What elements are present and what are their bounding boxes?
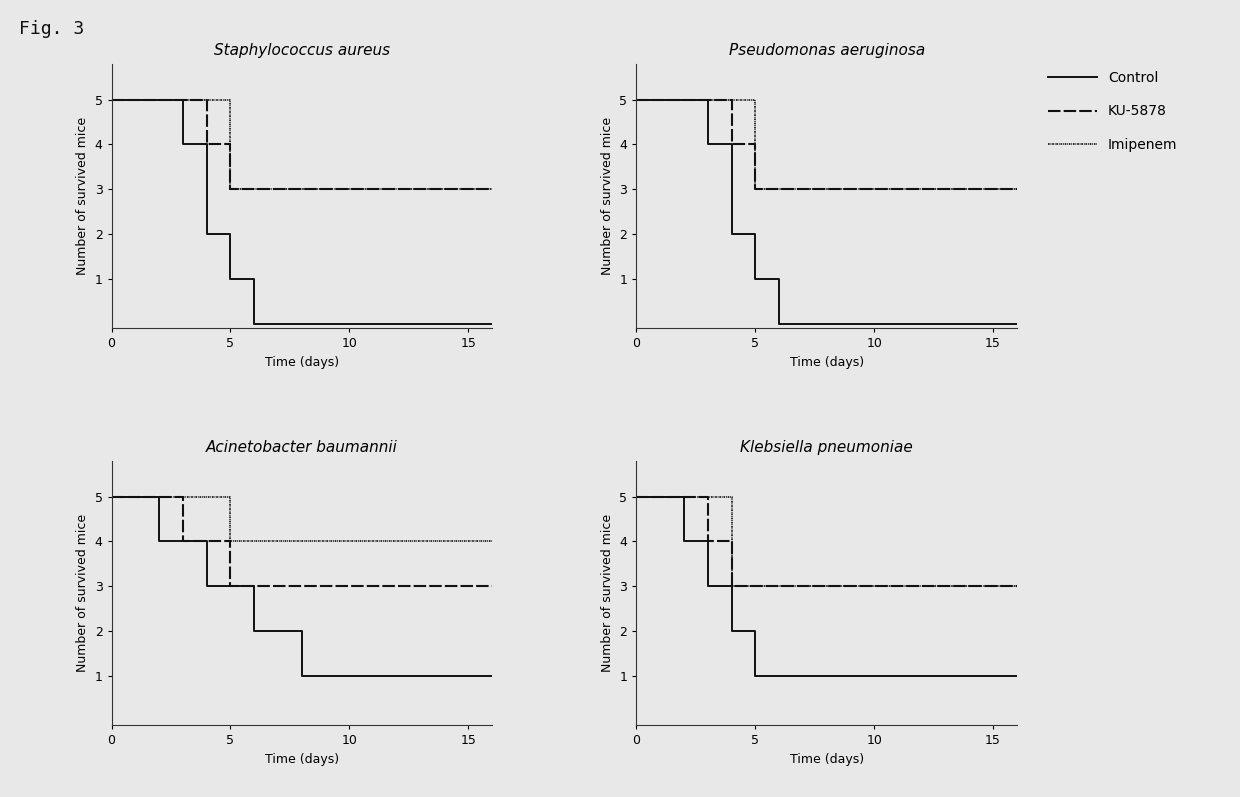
Text: Fig. 3: Fig. 3 [19, 20, 84, 38]
Title: Acinetobacter baumannii: Acinetobacter baumannii [206, 440, 398, 455]
Y-axis label: Number of survived mice: Number of survived mice [76, 514, 89, 672]
Y-axis label: Number of survived mice: Number of survived mice [601, 117, 614, 275]
Title: Staphylococcus aureus: Staphylococcus aureus [213, 43, 389, 58]
Y-axis label: Number of survived mice: Number of survived mice [76, 117, 89, 275]
Legend: Control, KU-5878, Imipenem: Control, KU-5878, Imipenem [1043, 65, 1183, 158]
Title: Pseudomonas aeruginosa: Pseudomonas aeruginosa [729, 43, 925, 58]
X-axis label: Time (days): Time (days) [264, 356, 339, 369]
X-axis label: Time (days): Time (days) [264, 753, 339, 766]
X-axis label: Time (days): Time (days) [790, 753, 864, 766]
X-axis label: Time (days): Time (days) [790, 356, 864, 369]
Title: Klebsiella pneumoniae: Klebsiella pneumoniae [740, 440, 913, 455]
Y-axis label: Number of survived mice: Number of survived mice [601, 514, 614, 672]
